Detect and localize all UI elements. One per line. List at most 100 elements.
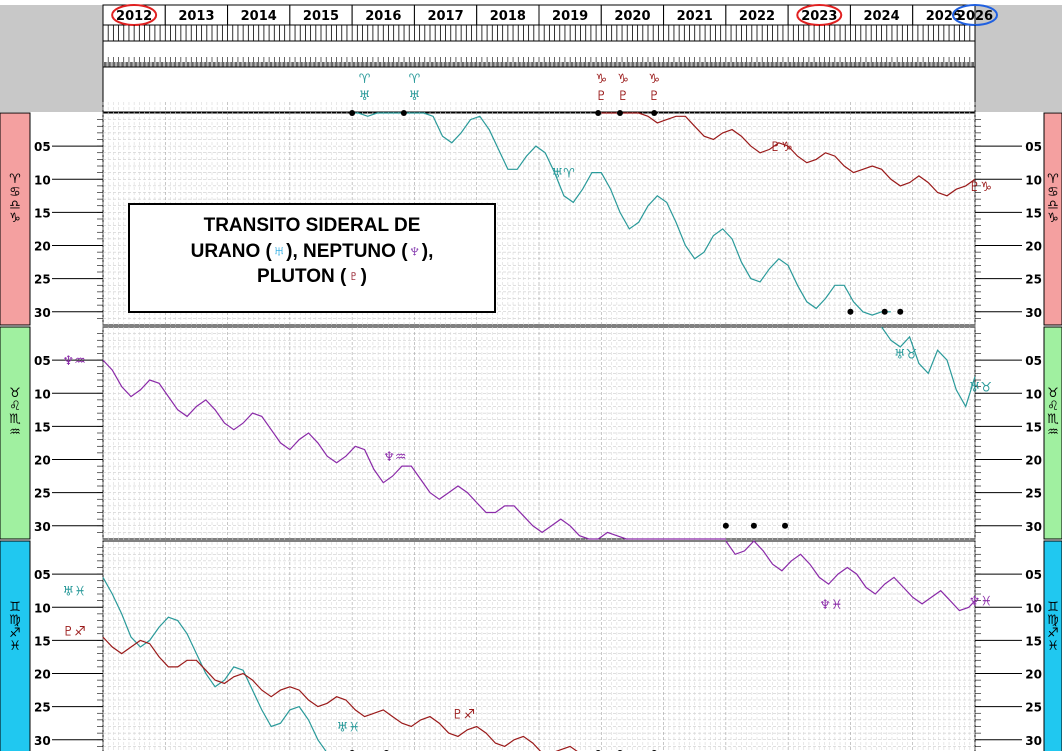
station-dot: [722, 522, 729, 529]
series-line-uranus-1: [352, 112, 891, 316]
band-annotation: ♇♑: [769, 140, 792, 155]
band-sign-right-1-1: ♌: [1047, 399, 1059, 414]
header-annotation: ♑: [648, 72, 660, 87]
ytick-left-0-4: 25: [34, 273, 51, 287]
station-dot: [847, 308, 854, 315]
ytick-right-1-3: 20: [1025, 454, 1042, 468]
station-dot: [400, 110, 407, 116]
ytick-left-0-3: 20: [34, 240, 51, 254]
ytick-left-1-5: 30: [34, 520, 51, 534]
band-sign-left-1-0: ♉: [9, 386, 21, 401]
band-left-strip-2: [0, 540, 31, 751]
band-annotation: ♇♑: [969, 180, 992, 195]
header-annotation: ♈: [359, 72, 371, 87]
year-label-2023: 2023: [801, 9, 837, 24]
header-annotation: ♇: [648, 89, 660, 104]
neptune-glyph-icon: ♆: [407, 240, 422, 262]
band-sign-right-1-0: ♉: [1047, 386, 1059, 401]
band-sign-right-2-2: ♐: [1047, 626, 1059, 641]
band-annotation: ♇♐: [63, 624, 86, 639]
band-sign-left-1-2: ♏: [9, 412, 21, 427]
series-line-neptune-1: [725, 540, 976, 612]
chart-gridlines: [102, 102, 976, 751]
station-dots: [349, 110, 904, 751]
station-dot: [750, 522, 757, 529]
header-annotation: ♈: [409, 72, 421, 87]
station-dot: [595, 110, 602, 116]
title-neptuno-label: ), NEPTUNO (: [286, 240, 408, 262]
ytick-right-0-5: 30: [1025, 306, 1042, 320]
year-label-2020: 2020: [614, 9, 650, 24]
station-dot: [616, 110, 623, 116]
ytick-left-0-5: 30: [34, 306, 51, 320]
ytick-left-0-1: 10: [34, 173, 51, 187]
year-header-row: 2012 2013 2014 2015 2016 2017 2018 2019 2020 2021…: [102, 4, 998, 68]
series-line-pluto-1: [601, 112, 976, 197]
header-annotation: ♑: [617, 72, 629, 87]
band-annotation: ♇♐: [452, 707, 475, 722]
ytick-left-2-0: 05: [34, 568, 51, 582]
band-annotation: ♅♉: [894, 348, 917, 363]
ytick-right-0-4: 25: [1025, 273, 1042, 287]
year-label-2016: 2016: [365, 9, 401, 24]
band-sign-right-2-3: ♓: [1047, 639, 1059, 654]
band-right-strip-0: [1043, 112, 1062, 326]
band-right-strip-1: [1043, 326, 1062, 540]
band-sign-right-1-3: ♒: [1047, 425, 1059, 440]
year-label-2012: 2012: [116, 9, 152, 24]
title-close: ): [360, 266, 367, 288]
year-label-2014: 2014: [241, 9, 277, 24]
band-left-strip-0: [0, 112, 31, 326]
year-label-2022: 2022: [739, 9, 775, 24]
header-annotation: ♅: [409, 89, 421, 104]
ytick-left-1-4: 25: [34, 487, 51, 501]
series-lines: [102, 112, 976, 751]
ytick-right-1-5: 30: [1025, 520, 1042, 534]
ytick-right-1-1: 10: [1025, 387, 1042, 401]
band-right-strip-2: [1043, 540, 1062, 751]
ytick-left-2-1: 10: [34, 601, 51, 615]
uranus-glyph-icon: ♅: [271, 240, 287, 262]
ytick-left-1-2: 15: [34, 420, 51, 434]
band-annotation: ♆♓: [819, 598, 842, 613]
ytick-left-1-1: 10: [34, 387, 51, 401]
ytick-right-2-3: 20: [1025, 668, 1042, 682]
year-label-2024: 2024: [863, 9, 899, 24]
year-label-2013: 2013: [178, 9, 214, 24]
header-annotation: ♇: [617, 89, 629, 104]
year-label-2018: 2018: [490, 9, 526, 24]
station-dot: [349, 110, 356, 116]
ytick-right-0-2: 15: [1025, 206, 1042, 220]
year-label-2021: 2021: [677, 9, 713, 24]
title-pluton-label: PLUTON (: [257, 266, 347, 288]
band-sign-left-1-1: ♌: [9, 399, 21, 414]
ytick-left-1-3: 20: [34, 454, 51, 468]
title-comma: ),: [421, 240, 434, 262]
ytick-right-2-0: 05: [1025, 568, 1042, 582]
series-line-uranus-0: [102, 577, 327, 751]
ytick-right-2-2: 15: [1025, 634, 1042, 648]
station-dot: [897, 308, 904, 315]
ytick-right-1-4: 25: [1025, 487, 1042, 501]
header-annotation: ♇: [595, 89, 607, 104]
station-dot: [782, 522, 789, 529]
band-sign-right-0-0: ♈: [1047, 172, 1059, 187]
ytick-left-2-4: 25: [34, 701, 51, 715]
band-sign-left-0-2: ♎: [9, 198, 21, 213]
band-sign-right-0-2: ♎: [1047, 198, 1059, 213]
band-sign-right-1-2: ♏: [1047, 412, 1059, 427]
year-label-2015: 2015: [303, 9, 339, 24]
band-sign-left-2-1: ♍: [9, 613, 21, 628]
station-dot: [651, 110, 658, 116]
ytick-right-2-1: 10: [1025, 601, 1042, 615]
ytick-left-0-0: 05: [34, 140, 51, 154]
pluto-glyph-icon: ♇: [346, 266, 361, 288]
station-dot: [881, 308, 888, 315]
band-annotation: ♆♓: [969, 595, 992, 610]
header-annotation: ♅: [359, 89, 371, 104]
band-left-strip-1: [0, 326, 31, 540]
band-annotation: ♆♒: [383, 450, 406, 465]
annotations: ♈♅♈♅♑♇♑♇♑♇♇♑♅♈♇♑♅♉♅♉♆♒♆♒♆♓ ♆♓♅♓♇♐♅♓♇♐: [63, 72, 993, 736]
band-sign-left-0-1: ♋: [9, 185, 21, 200]
band-sign-left-2-0: ♊: [9, 600, 21, 615]
